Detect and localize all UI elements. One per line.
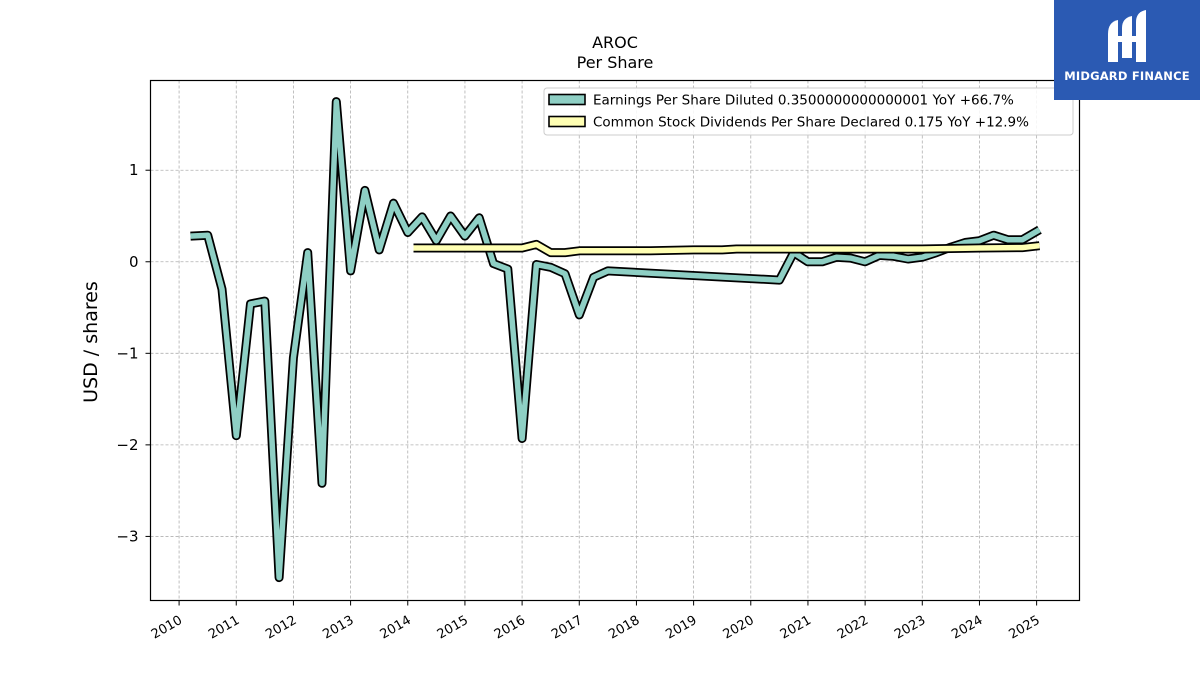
y-tick-label: −2 <box>116 436 138 454</box>
legend-label-eps: Earnings Per Share Diluted 0.35000000000… <box>593 93 1014 109</box>
legend-swatch-dividends <box>548 115 586 128</box>
x-tick-label: 2019 <box>663 613 699 643</box>
brand-logo: MIDGARD FINANCE <box>1054 0 1200 100</box>
y-tick-label: −1 <box>116 344 138 362</box>
eps-line <box>190 98 1041 581</box>
eps-line-outline <box>190 97 1042 583</box>
midgard-logo-icon <box>1108 10 1146 62</box>
y-tick-label: 0 <box>129 253 139 271</box>
x-tick-label: 2018 <box>606 613 642 643</box>
x-tick-label: 2025 <box>1006 613 1042 643</box>
x-tick-label: 2014 <box>378 613 414 643</box>
chart-title: AROC <box>592 33 638 52</box>
brand-name: MIDGARD FINANCE <box>1064 69 1190 83</box>
legend-label-dividends: Common Stock Dividends Per Share Declare… <box>593 115 1029 131</box>
x-tick-label: 2010 <box>149 613 185 643</box>
x-tick-label: 2020 <box>721 613 757 643</box>
x-tick-label: 2022 <box>835 613 871 643</box>
x-tick-label: 2012 <box>263 613 299 643</box>
y-tick-label: 1 <box>129 161 139 179</box>
y-axis-label: USD / shares <box>80 281 102 403</box>
x-tick-label: 2017 <box>549 613 585 643</box>
x-axis: 2010 2011 2012 2013 2014 2015 2016 2017 2018 2019… <box>149 600 1043 643</box>
legend-swatch-eps <box>548 93 586 106</box>
plot-frame <box>149 79 1081 602</box>
series-layer <box>190 97 1042 583</box>
x-tick-label: 2015 <box>435 613 471 643</box>
legend: Earnings Per Share Diluted 0.35000000000… <box>543 87 1074 136</box>
x-tick-label: 2023 <box>892 613 928 643</box>
legend-box <box>543 87 1074 136</box>
x-tick-label: 2024 <box>949 613 985 643</box>
y-axis: 1 0 −1 −2 −3 <box>116 161 151 545</box>
x-tick-label: 2021 <box>778 613 814 643</box>
x-tick-label: 2016 <box>492 613 528 643</box>
x-tick-label: 2011 <box>206 613 242 643</box>
y-tick-label: −3 <box>116 527 138 545</box>
dividends-line <box>413 241 1040 256</box>
chart-subtitle: Per Share <box>577 53 654 72</box>
x-tick-label: 2013 <box>320 613 356 643</box>
grid-lines <box>150 80 1080 601</box>
